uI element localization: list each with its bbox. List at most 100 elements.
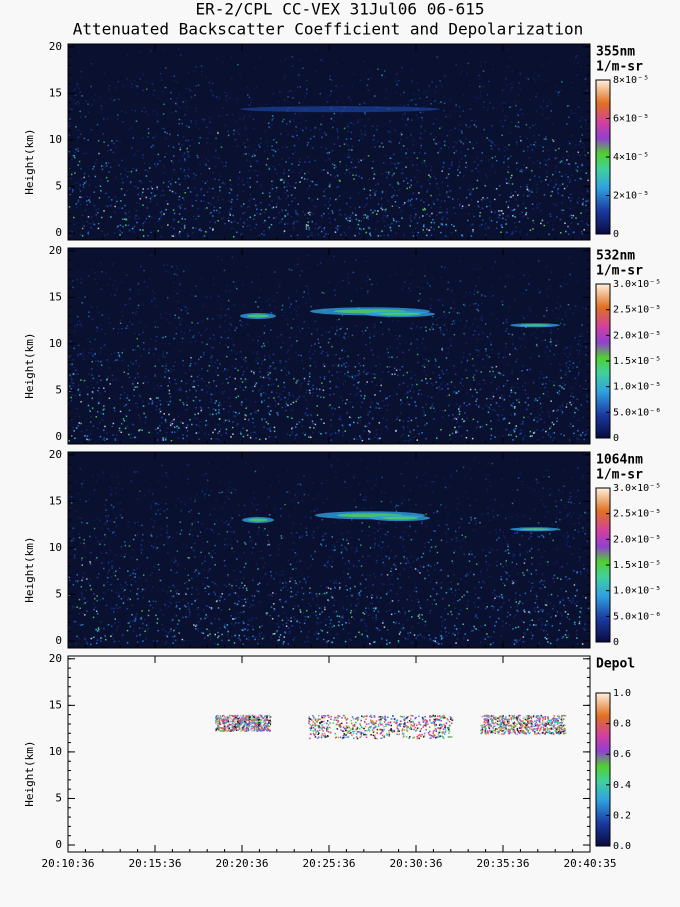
backscatter-speck xyxy=(209,221,212,223)
backscatter-speck xyxy=(270,312,273,314)
backscatter-speck xyxy=(162,194,165,196)
backscatter-speck xyxy=(195,628,197,630)
backscatter-speck xyxy=(154,135,157,137)
backscatter-speck xyxy=(529,309,532,312)
backscatter-speck xyxy=(186,429,189,432)
backscatter-speck xyxy=(114,205,116,208)
colorbar-tick-label: 1.0×10⁻⁵ xyxy=(613,382,661,393)
backscatter-speck xyxy=(372,167,375,169)
backscatter-speck xyxy=(139,416,141,419)
backscatter-speck xyxy=(485,234,487,236)
backscatter-speck xyxy=(462,356,465,358)
backscatter-speck xyxy=(299,611,302,613)
backscatter-speck xyxy=(495,402,498,404)
backscatter-speck xyxy=(222,181,225,184)
backscatter-speck xyxy=(429,285,431,287)
backscatter-speck xyxy=(357,354,360,356)
backscatter-speck xyxy=(167,145,170,147)
backscatter-speck xyxy=(163,165,166,168)
backscatter-speck xyxy=(82,355,84,358)
backscatter-speck xyxy=(360,394,363,397)
backscatter-speck xyxy=(170,370,172,373)
backscatter-speck xyxy=(363,206,366,208)
backscatter-speck xyxy=(102,413,105,415)
backscatter-speck xyxy=(152,289,154,292)
backscatter-speck xyxy=(385,418,388,421)
backscatter-speck xyxy=(469,353,471,355)
backscatter-speck xyxy=(388,316,390,318)
backscatter-speck xyxy=(388,140,391,143)
backscatter-speck xyxy=(449,338,452,340)
backscatter-speck xyxy=(160,421,163,424)
backscatter-speck xyxy=(476,325,479,328)
backscatter-speck xyxy=(449,438,452,441)
backscatter-speck xyxy=(370,212,372,215)
backscatter-speck xyxy=(79,51,81,54)
backscatter-speck xyxy=(448,311,451,314)
backscatter-speck xyxy=(244,562,247,565)
backscatter-speck xyxy=(180,223,183,225)
backscatter-speck xyxy=(347,148,350,151)
backscatter-speck xyxy=(252,417,254,420)
backscatter-speck xyxy=(301,327,304,330)
backscatter-speck xyxy=(249,160,251,163)
backscatter-speck xyxy=(195,107,198,110)
backscatter-speck xyxy=(420,125,423,127)
backscatter-speck xyxy=(188,155,190,158)
backscatter-speck xyxy=(254,543,257,545)
backscatter-speck xyxy=(142,235,145,237)
backscatter-speck xyxy=(482,379,485,381)
backscatter-speck xyxy=(363,371,365,373)
backscatter-speck xyxy=(154,365,157,367)
backscatter-speck xyxy=(85,180,88,183)
backscatter-speck xyxy=(525,76,527,79)
backscatter-speck xyxy=(557,343,560,346)
backscatter-speck xyxy=(507,171,509,173)
backscatter-speck xyxy=(262,342,265,345)
backscatter-speck xyxy=(485,397,488,400)
backscatter-speck xyxy=(206,585,209,587)
backscatter-speck xyxy=(106,378,108,380)
backscatter-speck xyxy=(366,425,368,428)
backscatter-speck xyxy=(198,142,200,144)
backscatter-speck xyxy=(480,302,483,304)
backscatter-speck xyxy=(474,161,476,163)
backscatter-speck xyxy=(522,438,524,441)
backscatter-speck xyxy=(152,640,155,642)
backscatter-speck xyxy=(465,206,468,208)
backscatter-speck xyxy=(70,230,72,233)
backscatter-speck xyxy=(356,288,358,291)
backscatter-speck xyxy=(440,147,442,150)
backscatter-speck xyxy=(425,165,428,168)
backscatter-speck xyxy=(305,120,307,122)
backscatter-speck xyxy=(356,387,359,389)
backscatter-speck xyxy=(418,151,421,154)
backscatter-speck xyxy=(224,222,226,225)
backscatter-speck xyxy=(517,194,519,196)
backscatter-speck xyxy=(511,405,514,407)
backscatter-speck xyxy=(286,589,289,591)
backscatter-speck xyxy=(325,331,328,333)
backscatter-speck xyxy=(479,388,482,391)
backscatter-speck xyxy=(331,210,333,212)
backscatter-speck xyxy=(179,205,181,207)
backscatter-speck xyxy=(553,437,556,439)
backscatter-speck xyxy=(186,404,188,406)
backscatter-speck xyxy=(147,114,150,116)
backscatter-speck xyxy=(439,332,442,334)
backscatter-speck xyxy=(165,270,167,272)
backscatter-speck xyxy=(173,79,175,82)
backscatter-speck xyxy=(280,369,283,372)
backscatter-speck xyxy=(195,406,197,409)
backscatter-speck xyxy=(306,178,309,181)
backscatter-speck xyxy=(347,154,350,156)
backscatter-speck xyxy=(186,147,188,150)
backscatter-speck xyxy=(82,183,85,186)
backscatter-speck xyxy=(130,127,132,129)
backscatter-speck xyxy=(538,176,541,178)
backscatter-speck xyxy=(479,426,482,428)
backscatter-speck xyxy=(97,222,100,225)
backscatter-speck xyxy=(105,176,108,179)
backscatter-speck xyxy=(133,231,135,233)
backscatter-speck xyxy=(324,204,326,206)
